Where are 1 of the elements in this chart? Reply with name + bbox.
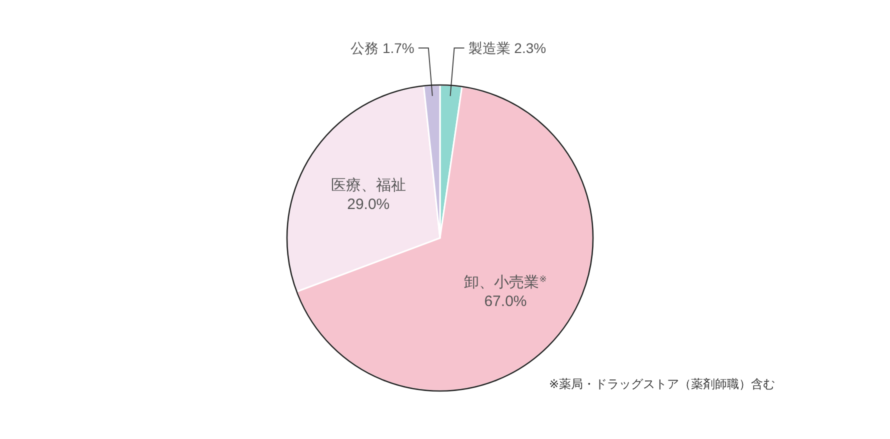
annotation: ※薬局・ドラッグストア（薬剤師職）含む: [548, 377, 775, 391]
